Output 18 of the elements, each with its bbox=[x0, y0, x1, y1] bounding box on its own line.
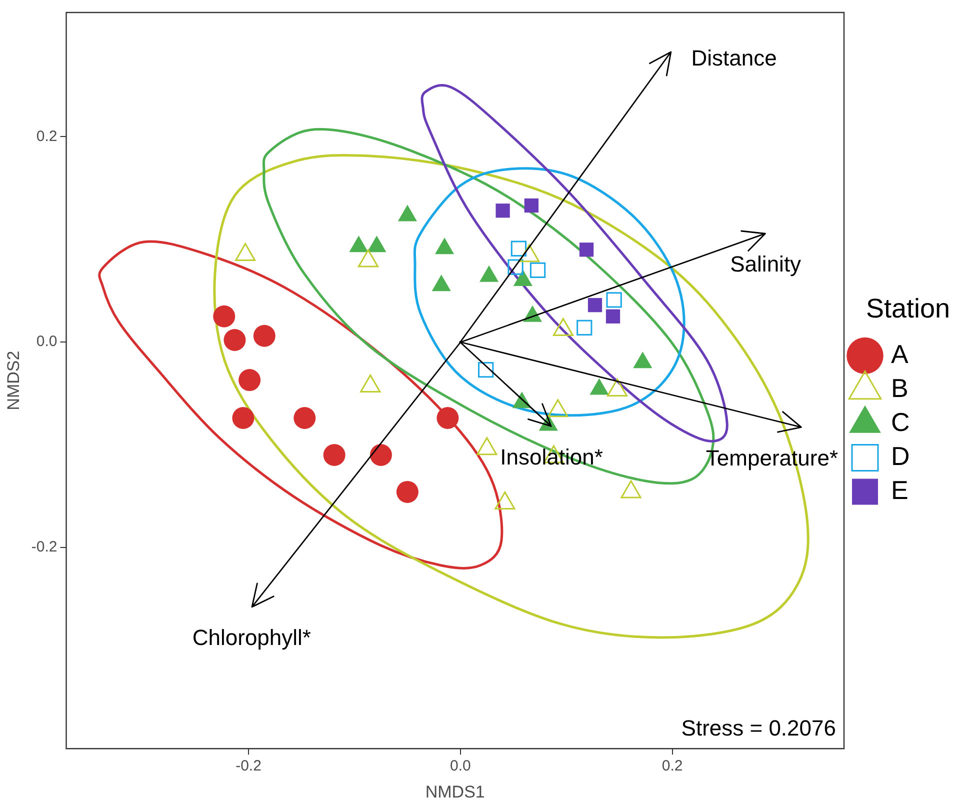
y-tick-label: 0.0 bbox=[36, 333, 58, 350]
x-tick-label: 0.0 bbox=[450, 758, 471, 775]
legend-title: Station bbox=[866, 293, 950, 324]
x-tick-label: 0.2 bbox=[662, 758, 683, 775]
legend-label: C bbox=[891, 406, 910, 437]
legend-label: A bbox=[891, 338, 909, 369]
x-tick-label: -0.2 bbox=[236, 758, 262, 775]
annotation: Stress = 0.2076 bbox=[681, 716, 836, 741]
annotation: Salinity bbox=[730, 251, 802, 276]
y-axis-title: NMDS2 bbox=[4, 350, 23, 410]
legend-label: D bbox=[891, 440, 910, 471]
y-tick-label: 0.2 bbox=[36, 128, 58, 145]
legend-label: E bbox=[891, 474, 908, 505]
annotation: Distance bbox=[691, 46, 777, 71]
y-tick-label: -0.2 bbox=[31, 538, 58, 556]
legend-label: B bbox=[891, 372, 908, 403]
x-axis-title: NMDS1 bbox=[425, 782, 485, 802]
annotation: Chlorophyll* bbox=[192, 624, 312, 650]
